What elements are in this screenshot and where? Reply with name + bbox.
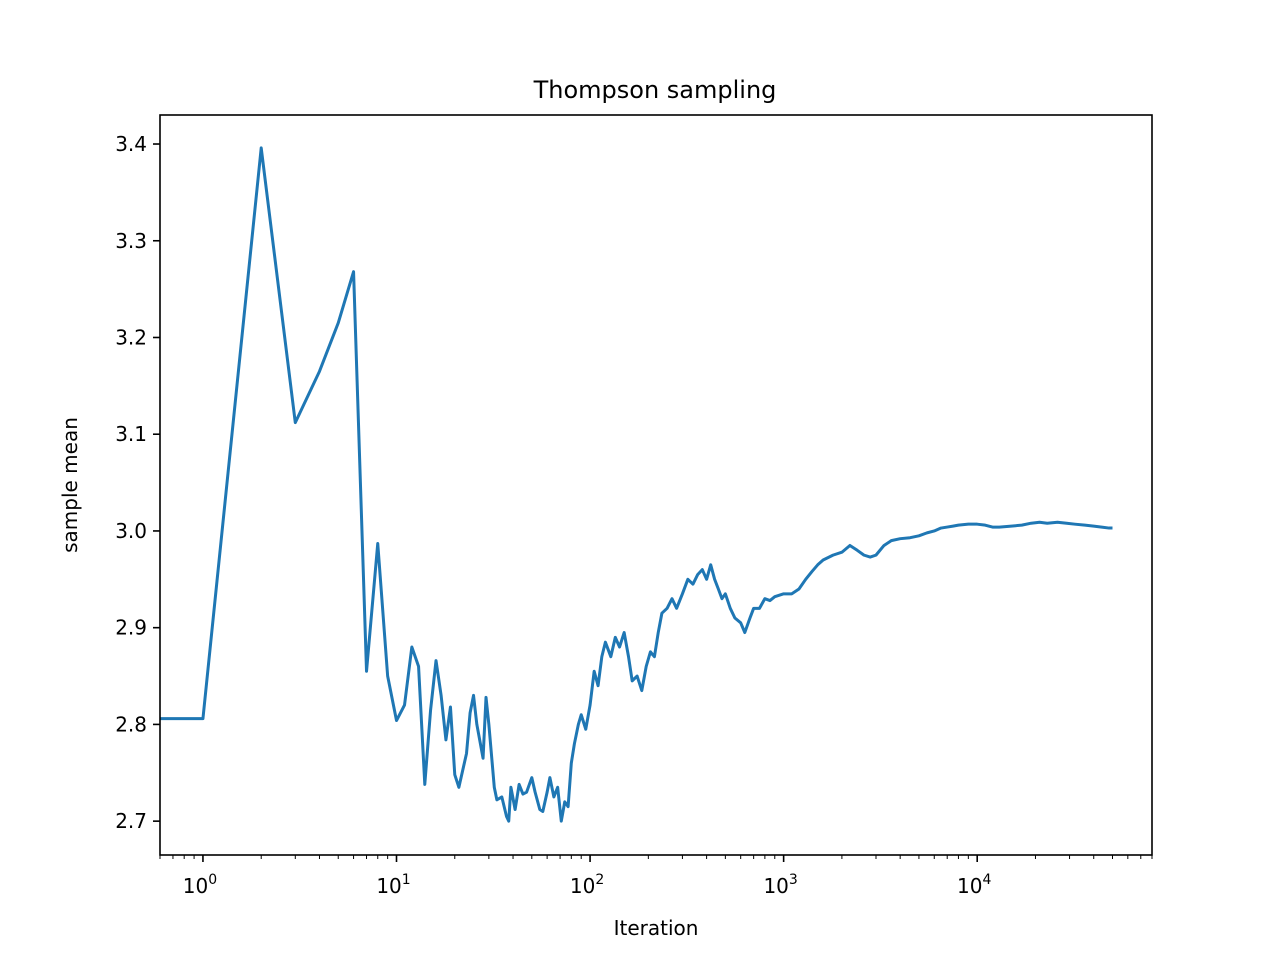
x-tick-label: 100: [183, 872, 217, 898]
y-tick-label: 3.4: [115, 132, 147, 156]
x-tick-label: 103: [763, 872, 797, 898]
x-axis: 100 101 102 103 104: [159, 855, 1153, 898]
y-tick-label: 3.3: [115, 229, 147, 253]
y-tick-label: 2.9: [115, 616, 147, 640]
y-tick-label: 2.8: [115, 712, 147, 736]
series-line-0: [160, 146, 1113, 823]
y-tick-label: 3.1: [115, 422, 147, 446]
y-axis: 2.7 2.8 2.9 3.0 3.1 3.2 3.3 3.4: [115, 132, 160, 833]
y-tick-label: 3.0: [115, 519, 147, 543]
x-tick-label: 104: [957, 872, 991, 898]
axes-frame: [159, 114, 1153, 856]
x-tick-label: 102: [570, 872, 604, 898]
y-tick-label: 3.2: [115, 325, 147, 349]
chart-title: Thompson sampling: [533, 76, 777, 104]
y-axis-label: sample mean: [58, 417, 82, 553]
y-tick-label: 2.7: [115, 809, 147, 833]
plot-content: [160, 146, 1113, 823]
x-tick-label: 101: [376, 872, 410, 898]
x-axis-label: Iteration: [614, 916, 699, 940]
